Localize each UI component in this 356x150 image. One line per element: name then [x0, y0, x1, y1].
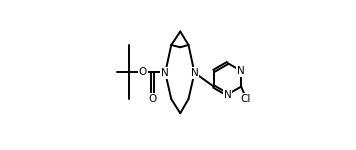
Text: Cl: Cl	[240, 94, 251, 104]
Text: N: N	[161, 68, 169, 78]
Text: O: O	[148, 94, 157, 104]
Text: N: N	[190, 68, 198, 78]
Text: N: N	[224, 90, 231, 99]
Text: N: N	[237, 66, 245, 76]
Text: O: O	[138, 67, 147, 77]
